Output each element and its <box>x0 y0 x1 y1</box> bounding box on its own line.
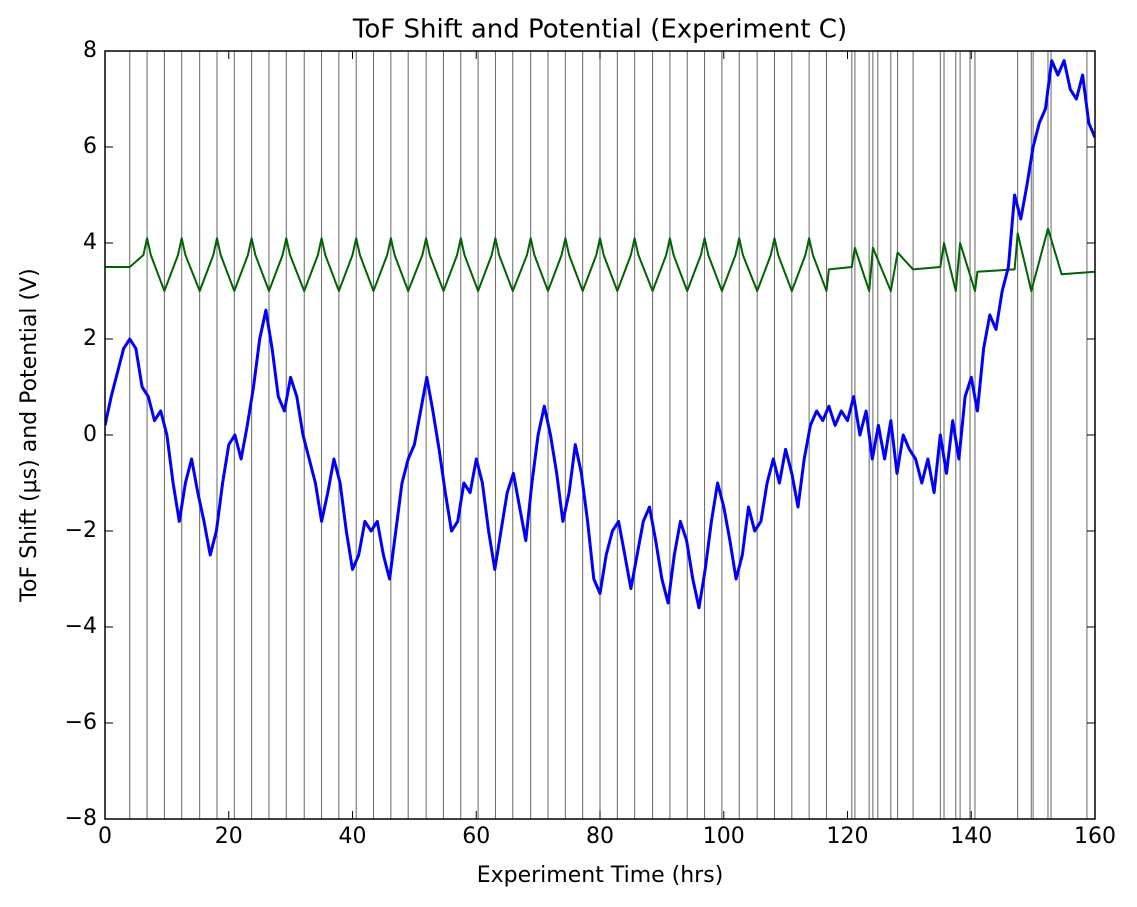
y-tick-label: −2 <box>65 518 97 543</box>
y-tick-label: 8 <box>83 38 97 63</box>
y-tick-label: 0 <box>83 422 97 447</box>
x-tick-label: 80 <box>586 824 614 849</box>
y-tick-label: 6 <box>83 134 97 159</box>
y-tick-label: −6 <box>65 710 97 735</box>
y-tick-label: 2 <box>83 326 97 351</box>
x-tick-label: 60 <box>462 824 490 849</box>
x-tick-label: 160 <box>1074 824 1116 849</box>
y-tick-label: −8 <box>65 806 97 831</box>
x-tick-label: 120 <box>827 824 869 849</box>
x-tick-label: 20 <box>215 824 243 849</box>
x-tick-label: 40 <box>339 824 367 849</box>
data-line <box>105 227 1095 292</box>
x-tick-label: 140 <box>950 824 992 849</box>
chart-title: ToF Shift and Potential (Experiment C) <box>352 15 847 45</box>
x-axis-label: Experiment Time (hrs) <box>477 863 724 888</box>
y-tick-label: −4 <box>65 614 97 639</box>
data-line <box>105 59 1095 610</box>
x-tick-label: 100 <box>703 824 745 849</box>
x-tick-label: 0 <box>98 824 112 849</box>
y-axis-label: ToF Shift (μs) and Potential (V) <box>17 268 42 602</box>
y-tick-label: 4 <box>83 230 97 255</box>
